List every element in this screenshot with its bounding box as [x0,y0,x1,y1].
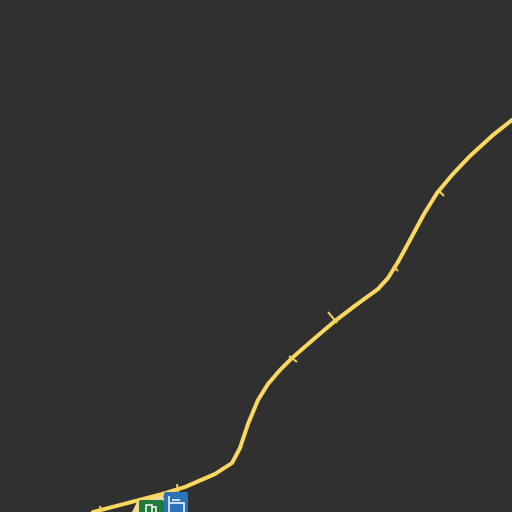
road-ticks [99,191,445,512]
gas-station-icon [145,504,157,512]
poi-lodging[interactable] [164,492,188,512]
road-tick [327,311,338,324]
road-tick [439,191,445,197]
road[interactable] [91,118,512,512]
road-tick [392,265,399,272]
poi-marker [164,492,188,512]
road-tick [288,355,298,363]
bed-icon [168,496,185,512]
road-tick [176,483,179,493]
poi-gas-station[interactable] [139,500,164,512]
road-tick [99,505,102,512]
